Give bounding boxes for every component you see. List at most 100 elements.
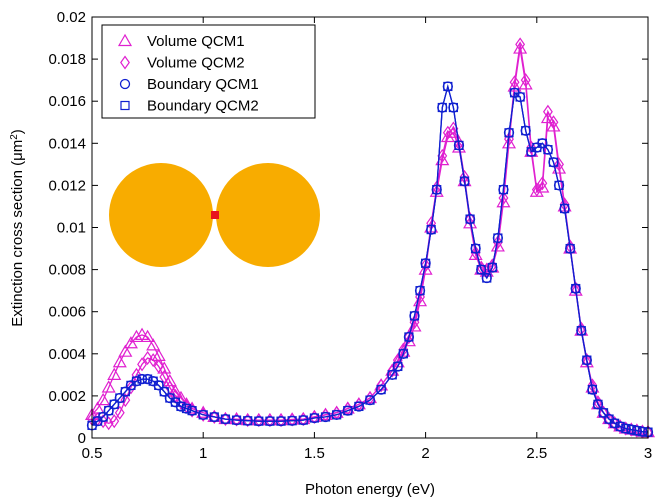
data-point [265, 416, 275, 426]
data-point [376, 384, 386, 395]
data-point [537, 176, 548, 191]
y-tick-label: 0.012 [48, 177, 86, 194]
data-point [242, 413, 253, 428]
data-point [320, 412, 331, 422]
data-point [507, 79, 522, 92]
legend: Volume QCM1 Volume QCM2 Boundary QCM1 Bound… [101, 24, 316, 119]
data-point [465, 212, 476, 227]
data-point [552, 161, 567, 174]
data-point [181, 403, 192, 414]
data-point [187, 403, 198, 418]
x-axis-label: Photon energy (eV) [305, 481, 435, 498]
data-point [404, 332, 414, 342]
data-point [143, 374, 153, 384]
legend-label: Boundary QCM2 [147, 98, 259, 115]
legend-marker [120, 100, 130, 111]
data-point [309, 413, 319, 423]
data-point [254, 416, 264, 426]
data-point [209, 412, 219, 422]
right-sphere [216, 163, 320, 267]
axes: 0.5 1 1.5 2 2.5 3 0 0.002 0.004 0.006 0.008 0.01 0.0… [48, 9, 652, 462]
data-point [146, 338, 161, 351]
data-point [159, 369, 170, 385]
junction-gap [211, 211, 219, 219]
x-tick-label: 2 [421, 445, 429, 462]
data-point [142, 350, 153, 366]
data-point [440, 129, 455, 143]
data-point [159, 387, 169, 397]
data-point [496, 195, 511, 208]
data-point [531, 182, 542, 197]
data-point [570, 281, 581, 296]
legend-label: Volume QCM2 [147, 55, 245, 72]
data-point [154, 380, 164, 390]
data-point [115, 393, 125, 403]
data-point [398, 342, 409, 357]
data-point [123, 336, 138, 349]
data-point [109, 399, 119, 409]
data-point [610, 418, 620, 428]
plot-area: 0.5 1 1.5 2 2.5 3 0 0.002 0.004 0.006 0.008 0.01 0.0… [48, 9, 656, 462]
data-point [493, 233, 503, 243]
data-point [137, 374, 147, 384]
x-tick-label: 3 [644, 445, 652, 462]
y-tick-label: 0.016 [48, 93, 86, 110]
data-point [276, 416, 286, 426]
data-point [598, 405, 609, 420]
data-point [120, 393, 131, 408]
data-point [576, 326, 586, 336]
data-point [243, 416, 253, 426]
data-point [621, 423, 631, 434]
data-point [153, 359, 164, 374]
data-point [393, 361, 403, 372]
data-point [448, 102, 458, 113]
data-point [504, 128, 514, 138]
y-axis-label-text: Extinction cross section ( [9, 161, 26, 327]
data-point [129, 329, 144, 343]
data-point [418, 262, 433, 275]
data-point [498, 190, 509, 206]
data-point [107, 367, 122, 380]
data-point [498, 185, 509, 195]
data-point [162, 373, 177, 387]
data-point [459, 176, 470, 186]
y-axis-label: Extinction cross section (μm2) [9, 129, 27, 327]
data-point [120, 387, 130, 397]
y-tick-label: 0.004 [48, 346, 86, 363]
data-point [198, 410, 208, 420]
data-point [542, 104, 553, 119]
x-tick-label: 1 [199, 445, 207, 462]
data-point [176, 401, 186, 412]
data-point [198, 407, 209, 422]
data-point [98, 412, 108, 422]
data-point [131, 376, 142, 386]
data-point [140, 329, 155, 343]
data-point [96, 392, 111, 406]
data-point [287, 416, 297, 426]
data-point [454, 140, 464, 151]
data-point [220, 414, 231, 424]
data-point [543, 145, 553, 155]
y-tick-label: 0 [78, 430, 86, 447]
data-point [354, 401, 364, 412]
legend-marker [120, 55, 130, 70]
data-point [515, 92, 525, 102]
y-tick-label: 0.018 [48, 51, 86, 68]
data-point [626, 424, 636, 435]
data-point [554, 157, 564, 172]
y-tick-label: 0.014 [48, 135, 86, 152]
legend-box [101, 24, 316, 119]
data-point [209, 409, 220, 424]
data-point [487, 262, 497, 273]
data-point [537, 138, 547, 148]
legend-label: Boundary QCM1 [147, 76, 259, 93]
data-point [104, 406, 114, 416]
data-point [137, 357, 147, 372]
data-point [587, 384, 598, 395]
data-point [432, 185, 442, 195]
data-point [421, 258, 431, 268]
data-point [513, 41, 528, 54]
data-point [187, 406, 197, 416]
data-point [492, 235, 503, 250]
